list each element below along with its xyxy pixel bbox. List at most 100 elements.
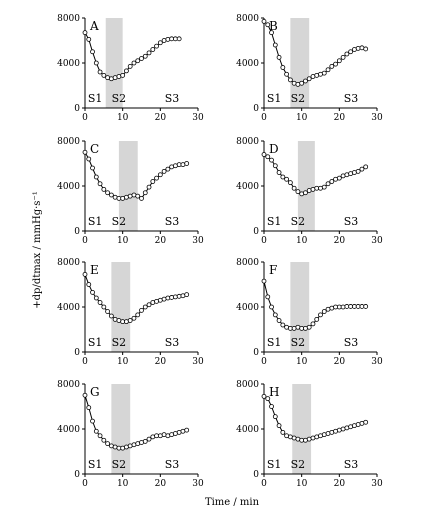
data-point (142, 438, 148, 444)
y-tick-label: 8000 (57, 137, 80, 147)
data-point (184, 427, 190, 433)
x-tick-label: 20 (334, 479, 346, 489)
data-point (280, 174, 286, 180)
panel-label: A (89, 19, 99, 33)
x-tick-label: 20 (334, 113, 346, 123)
data-point (272, 163, 278, 169)
data-point (363, 46, 369, 52)
data-point (142, 190, 148, 196)
y-tick-label: 8000 (57, 258, 80, 268)
data-point (82, 149, 88, 155)
data-point (314, 316, 320, 322)
data-point (165, 295, 171, 301)
data-point (355, 45, 361, 51)
data-point (269, 30, 274, 36)
data-point (269, 157, 274, 163)
data-point (303, 78, 308, 84)
data-point (261, 18, 267, 24)
stage-label-s3: S3 (344, 336, 359, 349)
panel-f: 0 10 20 30 0 4000 8000 F S1 S2 S3 (236, 258, 383, 367)
data-point (272, 42, 278, 48)
data-point (269, 304, 274, 310)
x-tick-label: 30 (192, 236, 204, 246)
data-point (97, 433, 103, 439)
data-point (325, 181, 331, 187)
stage-label-s2: S2 (112, 336, 127, 349)
data-point (359, 166, 365, 172)
data-point (139, 307, 144, 313)
data-point (108, 313, 114, 319)
x-tick-label: 30 (192, 479, 204, 489)
data-point (295, 189, 301, 195)
stage-label-s1: S1 (88, 458, 103, 471)
y-tick-label: 0 (253, 470, 259, 480)
data-point (165, 166, 171, 172)
data-point (97, 181, 103, 187)
data-point (101, 304, 107, 310)
y-tick-label: 8000 (236, 258, 259, 268)
data-point (280, 322, 286, 328)
data-point (135, 312, 141, 318)
stage-label-s2: S2 (112, 458, 127, 471)
stage-label-s2: S2 (112, 215, 127, 228)
data-point (265, 294, 271, 300)
data-point (363, 164, 369, 170)
panel-e: 0 10 20 30 0 4000 8000 E S1 S2 S3 (57, 258, 204, 367)
data-point (146, 302, 152, 308)
data-point (90, 49, 95, 55)
x-tick-label: 20 (155, 479, 167, 489)
data-point (176, 293, 182, 299)
data-point (86, 282, 92, 287)
data-point (336, 58, 342, 64)
data-point (135, 58, 141, 64)
data-point (120, 72, 126, 78)
panel-d: 0 10 20 30 0 4000 8000 D S1 S2 S3 (236, 137, 383, 246)
data-point (93, 295, 99, 301)
data-point (321, 70, 327, 76)
stage-label-s1: S1 (267, 92, 282, 105)
data-point (310, 321, 316, 327)
y-tick-label: 0 (74, 348, 80, 358)
data-point (90, 165, 95, 171)
data-point (321, 184, 327, 190)
shaded-period (111, 384, 131, 474)
data-point (139, 56, 144, 61)
data-point (131, 315, 137, 321)
panel-h: 0 10 20 30 0 4000 8000 H S1 S2 S3 (236, 380, 383, 489)
data-point (287, 77, 293, 83)
x-tick-label: 0 (261, 357, 267, 367)
data-point (135, 193, 141, 199)
x-tick-label: 0 (261, 479, 267, 489)
stage-label-s3: S3 (165, 215, 180, 228)
shaded-period (292, 384, 312, 474)
data-point (105, 309, 110, 314)
data-point (86, 405, 92, 411)
data-point (291, 185, 297, 191)
panel-c: 0 10 20 30 0 4000 8000 C S1 S2 S3 (57, 137, 204, 246)
x-tick-label: 10 (296, 357, 308, 367)
data-point (269, 404, 274, 409)
x-tick-label: 20 (155, 236, 167, 246)
y-tick-label: 8000 (57, 14, 80, 24)
y-tick-label: 4000 (236, 182, 259, 192)
data-point (280, 429, 286, 435)
x-tick-label: 20 (155, 113, 167, 123)
data-point (276, 423, 282, 429)
data-point (146, 436, 152, 442)
data-point (101, 72, 107, 78)
data-point (161, 168, 167, 174)
data-point (131, 60, 137, 66)
shaded-period (105, 18, 123, 108)
data-point (82, 392, 88, 398)
x-tick-label: 0 (82, 357, 88, 367)
data-point (363, 304, 369, 309)
data-point (329, 179, 335, 184)
data-point (261, 393, 267, 399)
data-point (272, 414, 278, 420)
x-tick-label: 30 (192, 357, 204, 367)
stage-label-s3: S3 (344, 215, 359, 228)
panel-label: B (269, 19, 278, 33)
shaded-period (111, 262, 131, 352)
y-tick-label: 0 (253, 104, 259, 114)
y-tick-label: 0 (74, 104, 80, 114)
